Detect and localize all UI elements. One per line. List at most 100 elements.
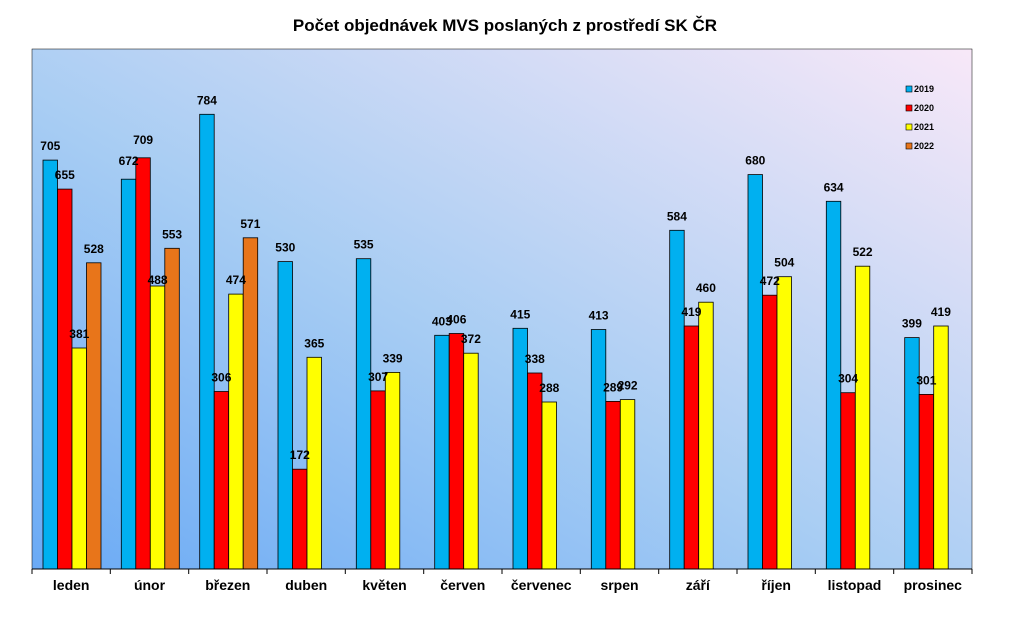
value-label-2019-listopad: 634: [824, 180, 844, 194]
legend-label-2022: 2022: [914, 141, 934, 151]
value-label-2019-únor: 672: [119, 154, 139, 168]
value-label-2021-únor: 488: [148, 273, 168, 287]
value-label-2019-červen: 403: [432, 314, 452, 328]
bar-2022-únor: [164, 247, 180, 570]
category-label-červenec: červenec: [511, 577, 572, 593]
category-label-únor: únor: [134, 577, 166, 593]
bar-2020-srpen: [605, 400, 621, 570]
value-label-2021-prosinec: 419: [931, 305, 951, 319]
value-label-2021-listopad: 522: [853, 245, 873, 259]
value-label-2020-říjen: 472: [760, 274, 780, 288]
legend-swatch-2020: [905, 104, 913, 112]
value-label-2020-červenec: 338: [525, 352, 545, 366]
category-label-březen: březen: [205, 577, 250, 593]
bar-2021-březen: [228, 293, 244, 570]
value-label-2021-červen: 372: [461, 332, 481, 346]
bar-2020-leden: [57, 188, 73, 570]
category-label-květen: květen: [362, 577, 406, 593]
bar-2020-září: [683, 325, 700, 570]
bar-2019-březen: [199, 113, 215, 570]
legend-swatch-2019: [905, 85, 913, 93]
value-label-2020-květen: 307: [368, 370, 388, 384]
bar-2020-prosinec: [918, 393, 935, 570]
value-label-2021-září: 460: [696, 281, 716, 295]
value-label-2022-leden: 528: [84, 242, 104, 256]
value-label-2019-březen: 784: [197, 93, 217, 107]
bar-2019-květen: [355, 258, 372, 570]
bar-2020-květen: [370, 390, 386, 570]
value-label-2019-říjen: 680: [745, 154, 765, 168]
value-label-2019-červenec: 415: [510, 307, 530, 321]
category-label-duben: duben: [285, 577, 327, 593]
value-label-2021-červenec: 288: [539, 381, 559, 395]
bar-2020-listopad: [840, 392, 856, 570]
bar-2021-září: [698, 301, 714, 570]
bar-2020-duben: [292, 468, 308, 570]
value-label-2019-duben: 530: [275, 241, 295, 255]
plot-area: [31, 48, 973, 570]
value-label-2021-leden: 381: [69, 327, 89, 341]
value-label-2019-srpen: 413: [589, 309, 609, 323]
x-ticks-layer: [31, 569, 973, 574]
value-label-2019-prosinec: 399: [902, 317, 922, 331]
value-label-2020-leden: 655: [55, 168, 75, 182]
value-label-2019-leden: 705: [40, 139, 60, 153]
bar-2020-únor: [135, 157, 151, 570]
bar-2021-listopad: [854, 265, 871, 570]
bar-2020-březen: [213, 391, 230, 570]
bar-2021-červenec: [541, 401, 557, 570]
bar-2021-srpen: [619, 399, 636, 570]
value-label-2021-srpen: 292: [618, 379, 638, 393]
bar-2019-prosinec: [904, 337, 920, 570]
legend-label-2019: 2019: [914, 84, 934, 94]
bar-2020-červen: [448, 333, 465, 570]
value-label-2022-březen: 571: [240, 217, 260, 231]
bar-2020-říjen: [762, 294, 778, 570]
legend-label-2020: 2020: [914, 103, 934, 113]
category-label-listopad: listopad: [828, 577, 882, 593]
legend-swatch-2021: [905, 123, 913, 131]
category-label-prosinec: prosinec: [904, 577, 963, 593]
bar-2019-duben: [277, 261, 293, 570]
value-label-2019-září: 584: [667, 209, 687, 223]
value-label-2020-duben: 172: [290, 448, 310, 462]
value-label-2021-říjen: 504: [774, 256, 794, 270]
bar-2021-prosinec: [933, 325, 949, 570]
category-label-září: září: [686, 577, 711, 593]
category-labels-layer: leden únor březen duben květen červen červenec…: [53, 577, 962, 593]
value-label-2020-červen: 406: [446, 313, 466, 327]
value-label-2021-květen: 339: [383, 351, 403, 365]
bars-layer: [42, 113, 949, 570]
legend-label-2021: 2021: [914, 122, 934, 132]
bar-2021-duben: [306, 356, 322, 570]
category-label-leden: leden: [53, 577, 90, 593]
bar-2021-říjen: [776, 276, 792, 570]
bar-2022-březen: [242, 237, 259, 570]
bar-2022-leden: [86, 262, 102, 570]
legend-swatch-2022: [905, 142, 913, 150]
value-label-2020-prosinec: 301: [916, 373, 936, 387]
bar-2019-leden: [42, 159, 58, 570]
value-label-2020-září: 419: [681, 305, 701, 319]
value-label-2021-duben: 365: [304, 336, 324, 350]
category-label-říjen: říjen: [761, 577, 791, 593]
bar-2019-červen: [434, 334, 450, 570]
bar-2021-květen: [384, 371, 401, 570]
bar-2019-říjen: [747, 174, 763, 570]
bar-2021-leden: [71, 347, 87, 570]
value-label-2020-srpen: 289: [603, 380, 623, 394]
value-label-2020-únor: 709: [133, 133, 153, 147]
value-label-2022-únor: 553: [162, 227, 182, 241]
value-label-2020-listopad: 304: [838, 372, 858, 386]
value-labels-layer: 705 655 381 528 672 709 488 553 784 306 474 571 530 1…: [40, 93, 951, 462]
bar-2020-červenec: [527, 372, 543, 570]
bar-2019-únor: [120, 178, 137, 570]
bar-2021-červen: [463, 352, 479, 570]
bar-2021-únor: [149, 285, 166, 570]
chart-title: Počet objednávek MVS poslaných z prostře…: [292, 16, 718, 35]
legend: 2019 2020 2021 2022: [905, 84, 934, 151]
bar-2019-září: [669, 229, 685, 570]
value-label-2019-květen: 535: [354, 238, 374, 252]
value-label-2020-březen: 306: [211, 371, 231, 385]
